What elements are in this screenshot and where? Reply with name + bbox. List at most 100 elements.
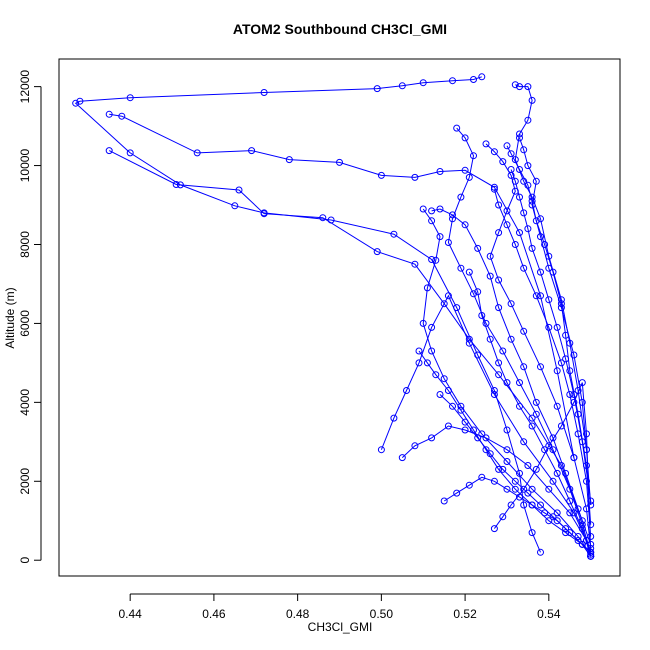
- data-point: [428, 323, 436, 331]
- data-point: [583, 430, 590, 438]
- data-point: [553, 367, 561, 375]
- data-point: [461, 166, 469, 174]
- data-point: [516, 134, 523, 142]
- series-layer: [72, 73, 595, 560]
- data-point: [545, 442, 553, 450]
- data-point: [553, 509, 561, 517]
- data-point: [524, 116, 532, 124]
- data-point: [566, 391, 574, 398]
- data-point: [444, 387, 452, 394]
- data-point: [545, 517, 553, 525]
- series-profile-mid-k: [398, 422, 595, 560]
- data-point: [486, 272, 494, 280]
- data-point: [537, 548, 544, 556]
- data-point: [532, 217, 540, 225]
- data-point: [72, 99, 80, 107]
- data-point: [436, 233, 444, 241]
- x-tick-label: 0.46: [202, 607, 226, 621]
- data-point: [377, 446, 385, 454]
- x-tick-label: 0.48: [286, 607, 310, 621]
- data-point: [411, 173, 419, 181]
- data-point: [118, 112, 126, 120]
- series-line: [443, 476, 592, 557]
- data-point: [507, 150, 515, 158]
- data-point: [457, 264, 465, 272]
- data-point: [524, 225, 532, 233]
- data-point: [528, 414, 536, 422]
- data-point: [557, 304, 565, 312]
- data-point: [398, 82, 406, 90]
- data-point: [336, 158, 343, 166]
- data-point: [516, 83, 523, 91]
- series-profile-left-low: [419, 205, 595, 558]
- data-point: [574, 537, 582, 544]
- data-point: [516, 379, 523, 387]
- data-point: [373, 85, 381, 93]
- data-point: [503, 446, 511, 454]
- data-point: [461, 221, 469, 229]
- y-axis: 0 2000 4000 6000 8000 10000 12000: [18, 70, 42, 564]
- data-point: [126, 149, 134, 157]
- data-point: [503, 142, 511, 150]
- x-tick-label: 0.52: [453, 607, 477, 621]
- data-point: [503, 207, 511, 215]
- data-point: [562, 525, 570, 533]
- data-point: [516, 402, 523, 410]
- data-point: [537, 268, 544, 276]
- data-point: [415, 347, 423, 355]
- data-point: [545, 296, 553, 304]
- data-point: [553, 323, 561, 331]
- x-axis-label: CH3Cl_GMI: [308, 620, 373, 634]
- series-line: [510, 169, 592, 502]
- data-point: [516, 229, 523, 237]
- data-point: [528, 529, 536, 537]
- data-point: [411, 442, 419, 450]
- plot-frame: [58, 58, 621, 577]
- data-point: [520, 264, 528, 272]
- data-point: [528, 485, 536, 493]
- y-tick-label: 2000: [18, 468, 32, 495]
- data-point: [545, 323, 553, 331]
- data-point: [562, 355, 570, 363]
- data-point: [453, 489, 461, 497]
- data-point: [172, 181, 180, 188]
- data-point: [520, 327, 528, 335]
- data-point: [419, 319, 427, 327]
- data-point: [545, 485, 553, 493]
- data-point: [545, 264, 553, 272]
- data-point: [490, 185, 498, 193]
- data-point: [503, 426, 511, 434]
- data-point: [524, 83, 532, 91]
- data-point: [507, 335, 515, 343]
- data-point: [587, 501, 595, 509]
- data-point: [470, 76, 477, 83]
- data-point: [532, 465, 540, 473]
- series-profile-upper-leg: [72, 73, 544, 556]
- data-point: [562, 469, 570, 477]
- data-point: [520, 363, 528, 371]
- data-point: [528, 201, 536, 209]
- data-point: [428, 207, 436, 215]
- data-point: [231, 202, 239, 210]
- y-axis-label: Altitude (m): [3, 287, 17, 348]
- data-point: [503, 458, 511, 465]
- series-line: [447, 127, 592, 553]
- data-point: [490, 477, 498, 485]
- data-point: [507, 501, 515, 509]
- data-point: [578, 379, 586, 387]
- data-point: [478, 473, 486, 481]
- data-point: [570, 398, 578, 406]
- data-point: [428, 347, 436, 355]
- data-point: [528, 501, 536, 509]
- y-tick-label: 6000: [18, 310, 32, 337]
- series-line: [485, 143, 592, 549]
- data-point: [465, 268, 473, 276]
- series-profile-mid-g: [440, 473, 595, 560]
- data-point: [549, 477, 557, 485]
- data-point: [465, 173, 473, 181]
- data-point: [419, 205, 427, 213]
- data-point: [76, 97, 84, 105]
- data-point: [557, 422, 565, 430]
- data-point: [537, 501, 544, 509]
- data-point: [461, 426, 469, 434]
